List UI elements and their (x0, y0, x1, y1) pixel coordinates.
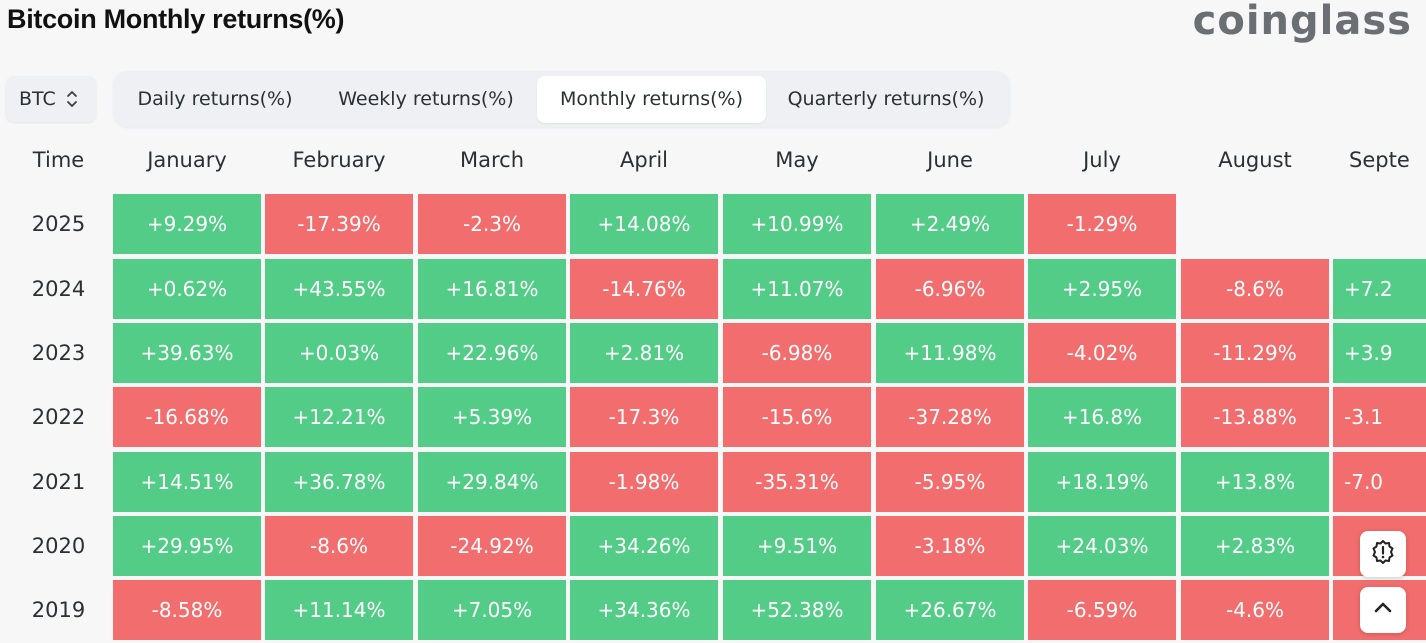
return-cell: -3.18% (876, 516, 1024, 576)
return-cell: +7.2 (1333, 259, 1426, 319)
return-cell: +2.81% (570, 323, 718, 383)
chevron-up-icon (1372, 597, 1394, 623)
return-cell: +34.36% (570, 580, 718, 640)
return-cell: -8.58% (113, 580, 261, 640)
return-cell: -8.6% (265, 516, 413, 576)
return-cell: +9.29% (113, 194, 261, 254)
return-cell: -24.92% (418, 516, 566, 576)
return-cell: -11.29% (1181, 323, 1329, 383)
return-cell: -4.6% (1181, 580, 1329, 640)
settings-alert-button[interactable] (1360, 531, 1406, 577)
column-header-march: March (459, 148, 524, 172)
column-header-septe: Septe (1349, 148, 1410, 172)
column-header-august: August (1218, 148, 1292, 172)
return-cell: -5.95% (876, 452, 1024, 512)
return-cell: -17.39% (265, 194, 413, 254)
returns-period-tabs: Daily returns(%) Weekly returns(%) Month… (113, 71, 1010, 127)
column-header-january: January (147, 148, 227, 172)
column-header-may: May (775, 148, 819, 172)
return-cell: -1.29% (1028, 194, 1176, 254)
return-cell: -15.6% (723, 387, 871, 447)
return-cell: +2.49% (876, 194, 1024, 254)
return-cell: +22.96% (418, 323, 566, 383)
return-cell: -16.68% (113, 387, 261, 447)
tab-daily-returns[interactable]: Daily returns(%) (137, 88, 293, 110)
return-cell: -35.31% (723, 452, 871, 512)
return-cell: -6.59% (1028, 580, 1176, 640)
return-cell: +29.84% (418, 452, 566, 512)
return-cell: +11.14% (265, 580, 413, 640)
return-cell: -17.3% (570, 387, 718, 447)
return-cell: +5.39% (418, 387, 566, 447)
return-cell: +16.81% (418, 259, 566, 319)
return-cell: +0.03% (265, 323, 413, 383)
return-cell: +9.51% (723, 516, 871, 576)
row-year-label: 2025 (31, 212, 86, 236)
return-cell: +7.05% (418, 580, 566, 640)
return-cell: +26.67% (876, 580, 1024, 640)
page-title: Bitcoin Monthly returns(%) (7, 4, 345, 34)
tab-weekly-returns[interactable]: Weekly returns(%) (338, 88, 514, 110)
return-cell: +16.8% (1028, 387, 1176, 447)
return-cell: -7.0 (1333, 452, 1426, 512)
column-header-july: July (1083, 148, 1121, 172)
return-cell: -37.28% (876, 387, 1024, 447)
return-cell: +3.9 (1333, 323, 1426, 383)
return-cell: +12.21% (265, 387, 413, 447)
row-year-label: 2024 (31, 277, 86, 301)
return-cell: +18.19% (1028, 452, 1176, 512)
tab-quarterly-returns[interactable]: Quarterly returns(%) (787, 88, 985, 110)
return-cell: -14.76% (570, 259, 718, 319)
return-cell: -1.98% (570, 452, 718, 512)
column-header-time: Time (32, 148, 85, 172)
return-cell: +11.07% (723, 259, 871, 319)
tab-monthly-returns[interactable]: Monthly returns(%) (537, 76, 766, 123)
row-year-label: 2019 (31, 598, 86, 622)
return-cell: +52.38% (723, 580, 871, 640)
return-cell: -6.98% (723, 323, 871, 383)
coinglass-logo[interactable]: coinglass (1192, 0, 1412, 44)
return-cell: +24.03% (1028, 516, 1176, 576)
scroll-top-button[interactable] (1360, 587, 1406, 633)
return-cell: -2.3% (418, 194, 566, 254)
return-cell: +36.78% (265, 452, 413, 512)
row-year-label: 2023 (31, 341, 86, 365)
column-header-june: June (927, 148, 973, 172)
coin-select-value: BTC (19, 88, 56, 110)
settings-alert-icon (1369, 538, 1397, 570)
return-cell: +39.63% (113, 323, 261, 383)
return-cell: -4.02% (1028, 323, 1176, 383)
return-cell: +34.26% (570, 516, 718, 576)
return-cell: +0.62% (113, 259, 261, 319)
return-cell: -6.96% (876, 259, 1024, 319)
column-header-april: April (620, 148, 668, 172)
return-cell: +29.95% (113, 516, 261, 576)
return-cell: +2.95% (1028, 259, 1176, 319)
row-year-label: 2020 (31, 534, 86, 558)
return-cell: +10.99% (723, 194, 871, 254)
return-cell: -8.6% (1181, 259, 1329, 319)
return-cell: +2.83% (1181, 516, 1329, 576)
column-header-february: February (292, 148, 386, 172)
row-year-label: 2022 (31, 405, 86, 429)
coin-select[interactable]: BTC (6, 76, 96, 122)
return-cell: +14.08% (570, 194, 718, 254)
return-cell: +11.98% (876, 323, 1024, 383)
return-cell: -13.88% (1181, 387, 1329, 447)
row-year-label: 2021 (31, 470, 86, 494)
return-cell: +43.55% (265, 259, 413, 319)
return-cell: +13.8% (1181, 452, 1329, 512)
return-cell: +14.51% (113, 452, 261, 512)
return-cell: -3.1 (1333, 387, 1426, 447)
chevron-up-down-icon (66, 88, 78, 110)
